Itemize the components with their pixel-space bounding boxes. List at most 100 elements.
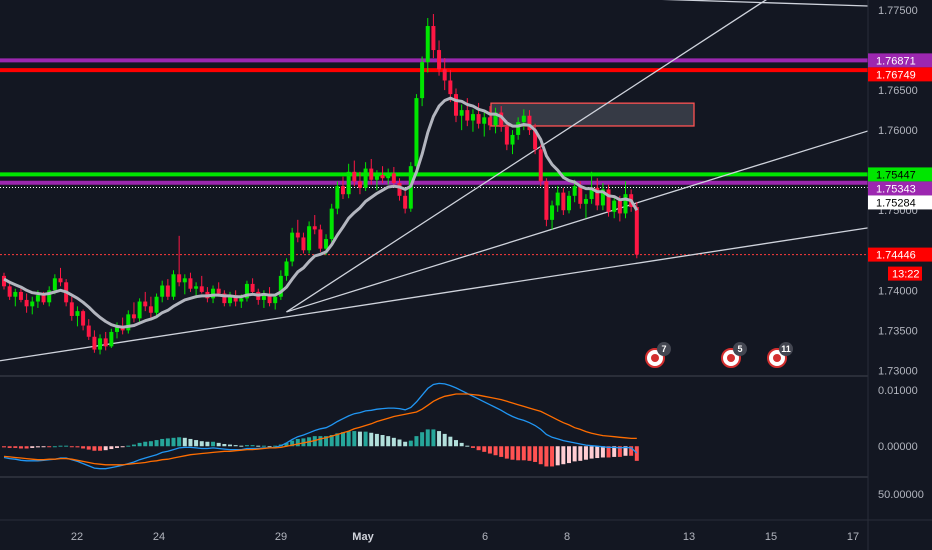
candle-body	[312, 226, 317, 230]
time-axis[interactable]: 22 24 29 May 6 8 13 15 17	[71, 531, 859, 543]
macd-histogram-bar	[256, 445, 261, 447]
macd-histogram-bar	[567, 446, 571, 464]
events-layer[interactable]: 7 5 11	[645, 342, 793, 368]
candle-body	[578, 186, 583, 204]
macd-histogram-bar	[363, 431, 368, 447]
macd-histogram-bar	[284, 442, 289, 447]
macd-histogram-bar	[634, 446, 639, 461]
candle-body	[35, 295, 40, 302]
macd-histogram-bar	[357, 431, 362, 447]
candle-body	[199, 286, 204, 292]
macd-histogram-bar	[352, 431, 357, 447]
candle-body	[459, 110, 464, 116]
macd-histogram-bar	[408, 440, 413, 447]
macd-histogram-bar	[216, 442, 221, 447]
macd-histogram-bar	[24, 446, 29, 449]
flag-center-dot	[651, 354, 659, 362]
time-tick-label: 22	[71, 531, 83, 543]
macd-histogram-bar	[233, 445, 238, 447]
candle-body	[374, 174, 379, 180]
macd-histogram-bar	[341, 432, 345, 447]
candle-body	[482, 117, 487, 124]
macd-histogram-bar	[448, 436, 453, 447]
candle-body	[244, 283, 249, 299]
event-badge[interactable]: 5	[721, 342, 747, 368]
macd-histogram-bar	[222, 444, 227, 447]
time-tick-label: 13	[683, 531, 695, 543]
macd-histogram-bar	[431, 429, 436, 447]
macd-histogram-bar	[35, 446, 40, 448]
price-tick-label: 1.77500	[878, 5, 918, 17]
moving-average-line	[3, 96, 639, 329]
macd-histogram-bar	[171, 437, 176, 447]
candle-body	[222, 293, 227, 304]
candle-body	[617, 200, 622, 214]
candle-body	[52, 278, 57, 291]
macd-histogram-bar	[442, 433, 447, 447]
candle-body	[143, 301, 148, 307]
macd-histogram-bar	[324, 436, 329, 447]
ema-layer	[3, 96, 639, 329]
price-tag-label: 1.75343	[876, 183, 916, 195]
macd-histogram-bar	[533, 446, 538, 462]
macd-histogram-bar	[98, 446, 103, 451]
trend-line[interactable]	[0, 0, 869, 7]
macd-histogram-bar	[470, 446, 475, 448]
candle-body	[41, 295, 46, 303]
candle-body	[589, 187, 594, 200]
candle-body	[165, 285, 170, 297]
macd-histogram-bar	[329, 435, 334, 447]
macd-histogram-bar	[538, 446, 543, 465]
candle-body	[194, 286, 199, 289]
event-badge[interactable]: 11	[767, 342, 793, 368]
macd-histogram-bar	[7, 446, 12, 448]
macd-histogram-bar	[583, 446, 588, 460]
candle-body	[521, 115, 526, 123]
macd-histogram-bar	[103, 446, 108, 451]
macd-histogram-bar	[295, 438, 300, 447]
price-tag-label: 1.76749	[876, 69, 916, 81]
time-tick-label: 8	[564, 531, 570, 543]
macd-histogram-bar	[595, 446, 600, 459]
macd-histogram-bar	[47, 446, 52, 448]
event-badge[interactable]: 7	[645, 342, 671, 368]
macd-histogram-bar	[177, 437, 182, 447]
candle-body	[499, 112, 504, 127]
price-axis[interactable]: 1.775001.765001.760001.750001.740001.735…	[868, 5, 932, 501]
price-tag-bg	[868, 167, 932, 182]
event-count-bubble	[657, 342, 671, 356]
macd-histogram-bar	[290, 440, 295, 447]
candle-body	[600, 189, 605, 206]
macd-histogram-bar	[182, 437, 187, 447]
macd-histogram-bar	[561, 446, 566, 465]
candle-body	[504, 126, 509, 145]
candle-body	[115, 326, 119, 332]
price-tag-label: 1.75447	[876, 169, 916, 181]
candle-body	[634, 207, 639, 255]
trend-line[interactable]	[0, 227, 869, 362]
rectangle-zone[interactable]	[490, 102, 695, 127]
macd-histogram-bar	[369, 432, 374, 447]
macd-histogram-bar	[454, 440, 458, 447]
trend-line[interactable]	[286, 130, 869, 313]
macd-histogram-bar	[2, 446, 6, 448]
candle-body	[250, 283, 255, 292]
macd-histogram-bar	[228, 444, 232, 447]
macd-histogram-bar	[18, 446, 23, 449]
candle-body	[346, 171, 351, 195]
candle-body	[261, 293, 266, 300]
macd-histogram-bar	[194, 440, 199, 447]
macd-histogram-bar	[137, 442, 142, 447]
candle-body	[24, 299, 29, 307]
macd-histogram-bar	[273, 445, 278, 447]
macd-histogram-bar	[550, 446, 555, 467]
trend-line[interactable]	[286, 0, 781, 313]
trend-lines-layer	[0, 0, 869, 362]
macd-histogram-bar	[75, 446, 80, 448]
price-tick-label: 1.73500	[878, 325, 918, 337]
macd-histogram-bar	[261, 445, 266, 447]
event-count: 11	[781, 344, 791, 354]
